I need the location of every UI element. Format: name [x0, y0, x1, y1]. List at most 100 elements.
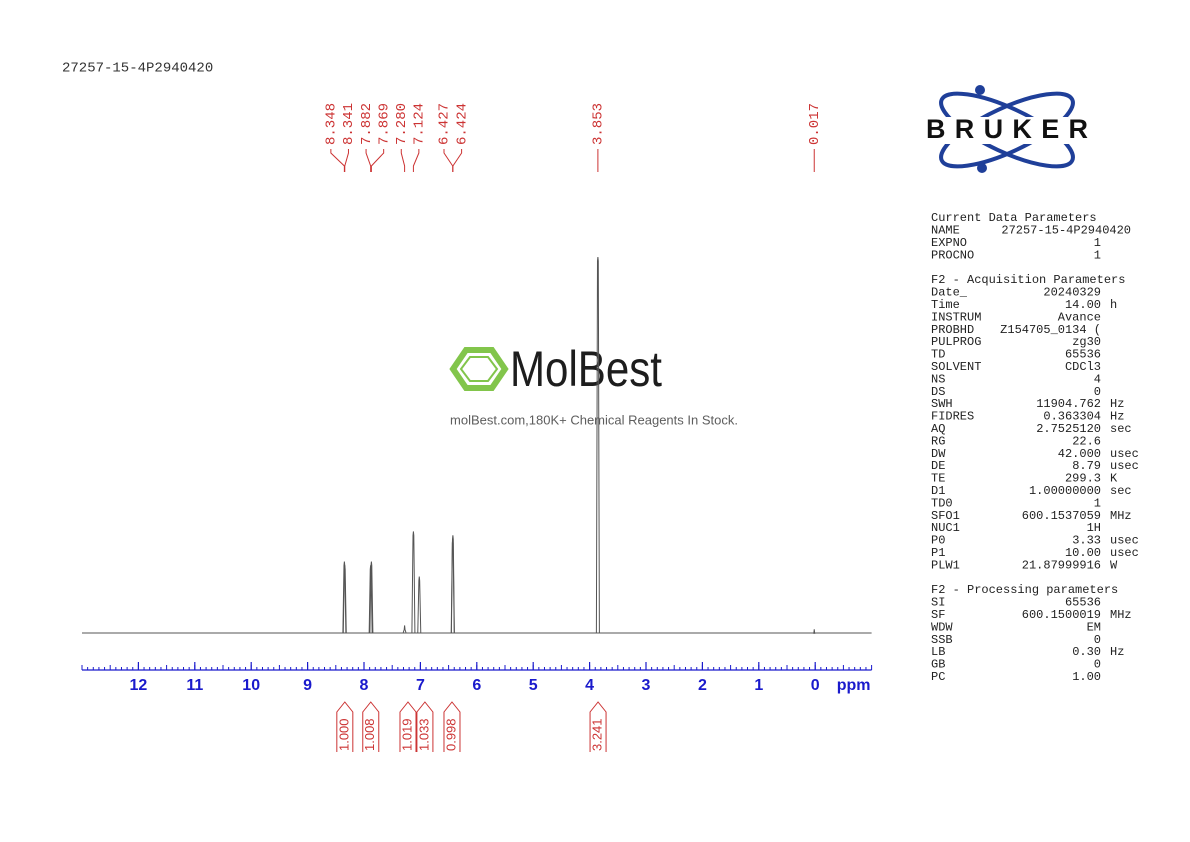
- logo-orbit: [939, 91, 1075, 169]
- peak-label: 7.280: [394, 103, 410, 145]
- param-unit: MHz: [1110, 608, 1132, 622]
- param-unit: h: [1110, 298, 1117, 312]
- param-unit: usec: [1110, 447, 1139, 461]
- param-name: SSB: [931, 633, 953, 647]
- param-value: 22.6: [1072, 434, 1101, 448]
- param-value: 11904.762: [1036, 397, 1101, 411]
- param-heading: Current Data Parameters: [931, 211, 1097, 225]
- integral-label: 1.000: [336, 718, 351, 751]
- param-value: 1: [1094, 236, 1101, 250]
- param-value: 10.00: [1065, 546, 1101, 560]
- param-value: zg30: [1072, 335, 1101, 349]
- x-tick-label: 2: [698, 677, 707, 694]
- param-unit: Hz: [1110, 645, 1124, 659]
- sample-title: 27257-15-4P2940420: [62, 61, 213, 77]
- param-value: 42.000: [1058, 447, 1101, 461]
- peak: [595, 256, 600, 634]
- param-value: 0.30: [1072, 645, 1101, 659]
- param-value: CDCl3: [1065, 360, 1101, 374]
- peak: [402, 625, 407, 634]
- param-name: TD0: [931, 496, 953, 510]
- param-name: WDW: [931, 620, 953, 634]
- x-tick-label: 1: [754, 677, 763, 694]
- param-value: Avance: [1058, 310, 1101, 324]
- param-value: 0: [1094, 385, 1101, 399]
- peak-connector: [443, 149, 454, 172]
- x-tick-label: 4: [585, 677, 594, 694]
- integral-label: 1.033: [416, 718, 431, 751]
- param-unit: W: [1110, 558, 1118, 572]
- integral-label: 1.008: [362, 718, 377, 751]
- x-tick-label: 0: [811, 677, 820, 694]
- peak-connector: [344, 149, 349, 172]
- integral-bracket: [336, 701, 354, 752]
- param-unit: Hz: [1110, 397, 1124, 411]
- param-unit: usec: [1110, 459, 1139, 473]
- param-value: 1.00000000: [1029, 484, 1101, 498]
- param-value: 21.87999916: [1022, 558, 1101, 572]
- param-name: LB: [931, 645, 945, 659]
- peak-label: 7.882: [359, 103, 375, 145]
- param-value: 8.79: [1072, 459, 1101, 473]
- peak-label: 8.348: [324, 103, 340, 145]
- peak-label: 7.124: [412, 103, 428, 145]
- param-name: RG: [931, 434, 945, 448]
- param-name: PLW1: [931, 558, 960, 572]
- peak-connector: [370, 149, 385, 172]
- logo-band: [925, 117, 1090, 144]
- param-name: NS: [931, 372, 945, 386]
- peak-connector: [412, 149, 420, 172]
- peak-connector: [330, 149, 345, 172]
- param-name: Date_: [931, 286, 968, 300]
- param-name: PROBHD: [931, 323, 974, 337]
- param-unit: usec: [1110, 534, 1139, 548]
- param-name: P1: [931, 546, 945, 560]
- param-name: SWH: [931, 397, 953, 411]
- x-tick-label: 12: [130, 677, 148, 694]
- logo-orbit: [939, 91, 1075, 169]
- param-value: 1: [1094, 248, 1101, 262]
- x-axis-label: ppm: [837, 677, 871, 694]
- param-name: DE: [931, 459, 945, 473]
- param-name: FIDRES: [931, 410, 974, 424]
- peak-label: 0.017: [807, 103, 823, 145]
- bruker-logo: BRUKER: [925, 85, 1090, 173]
- watermark-brand: MolBest: [510, 341, 662, 397]
- watermark-icon: [449, 347, 509, 391]
- x-tick-label: 10: [242, 677, 260, 694]
- param-name: NAME: [931, 224, 960, 238]
- param-value: 65536: [1065, 348, 1101, 362]
- param-name: PULPROG: [931, 335, 981, 349]
- param-value: 65536: [1065, 596, 1101, 610]
- param-unit: MHz: [1110, 509, 1132, 523]
- integral-bracket: [399, 701, 417, 752]
- param-value: 1: [1094, 496, 1101, 510]
- param-value: 299.3: [1065, 472, 1101, 486]
- param-unit: sec: [1110, 422, 1132, 436]
- param-name: INSTRUM: [931, 310, 981, 324]
- peak-label: 8.341: [341, 103, 357, 145]
- param-value: 27257-15-4P2940420: [1001, 224, 1131, 238]
- integral-bracket: [416, 701, 434, 752]
- param-value: Z154705_0134 (: [1000, 323, 1101, 337]
- param-value: 0: [1094, 633, 1101, 647]
- watermark-tagline: molBest.com,180K+ Chemical Reagents In S…: [450, 412, 738, 427]
- peak: [411, 531, 416, 634]
- param-name: SFO1: [931, 509, 960, 523]
- param-name: PC: [931, 670, 945, 684]
- x-tick-label: 9: [303, 677, 312, 694]
- watermark: MolBest molBest.com,180K+ Chemical Reage…: [449, 341, 738, 427]
- param-name: EXPNO: [931, 236, 967, 250]
- param-value: 600.1537059: [1022, 509, 1101, 523]
- param-name: SF: [931, 608, 945, 622]
- param-value: 2.7525120: [1036, 422, 1101, 436]
- peak-connector: [400, 149, 406, 172]
- x-tick-label: 5: [529, 677, 538, 694]
- param-value: 0: [1094, 658, 1101, 672]
- peak-label: 3.853: [591, 103, 607, 145]
- peak: [342, 565, 347, 634]
- param-value: 1.00: [1072, 670, 1101, 684]
- logo-dot: [975, 85, 985, 95]
